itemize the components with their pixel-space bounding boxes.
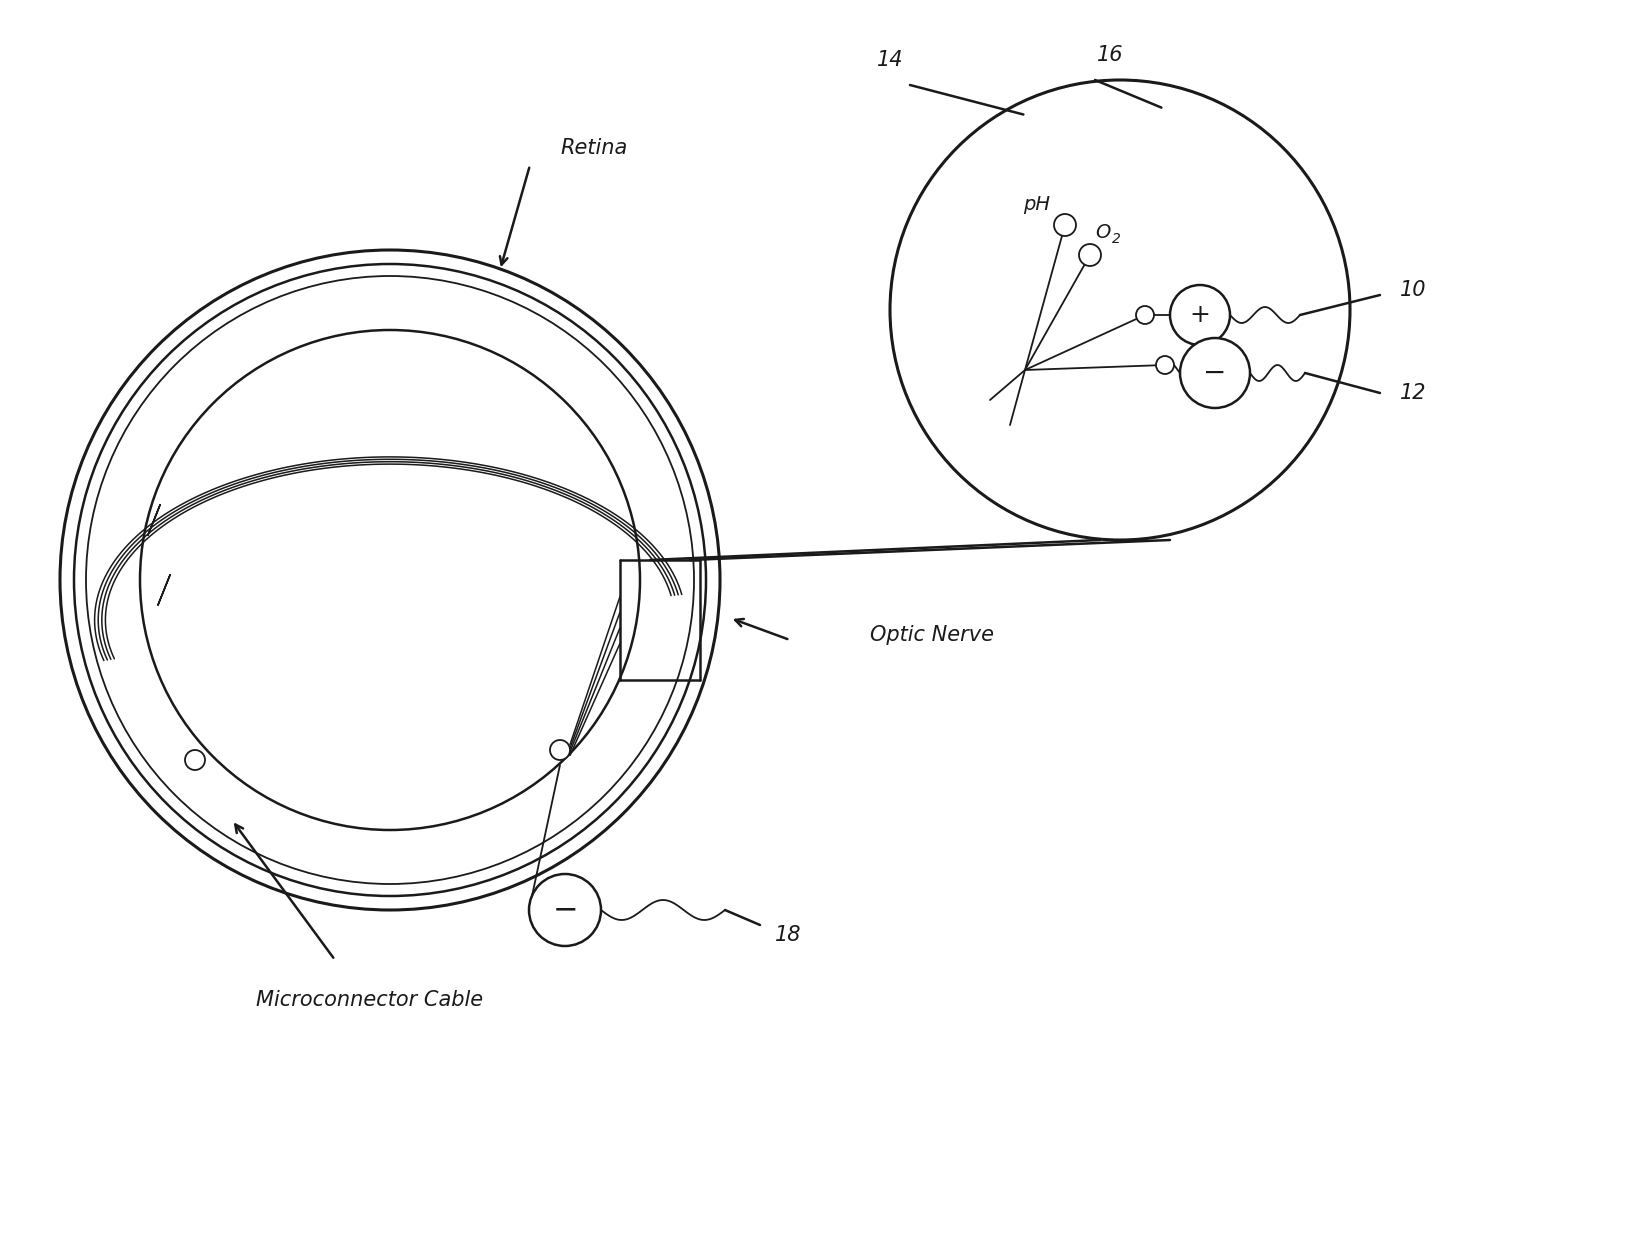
Circle shape bbox=[1055, 215, 1076, 236]
Text: O: O bbox=[1095, 223, 1110, 243]
Circle shape bbox=[1155, 356, 1173, 374]
Text: 16: 16 bbox=[1097, 44, 1123, 65]
Text: 12: 12 bbox=[1401, 383, 1427, 403]
Circle shape bbox=[185, 750, 205, 769]
Text: −: − bbox=[552, 895, 578, 925]
Text: Microconnector Cable: Microconnector Cable bbox=[257, 990, 484, 1010]
Text: 2: 2 bbox=[1112, 232, 1121, 247]
Text: 18: 18 bbox=[775, 925, 801, 944]
Circle shape bbox=[530, 874, 601, 946]
Circle shape bbox=[549, 740, 570, 760]
Circle shape bbox=[1170, 285, 1230, 345]
Text: 14: 14 bbox=[878, 51, 904, 70]
Circle shape bbox=[1180, 338, 1250, 408]
Text: +: + bbox=[1190, 303, 1211, 327]
Text: Optic Nerve: Optic Nerve bbox=[869, 625, 994, 645]
Text: −: − bbox=[1204, 359, 1227, 387]
Text: pH: pH bbox=[1024, 196, 1050, 215]
Circle shape bbox=[1136, 306, 1154, 324]
Text: 10: 10 bbox=[1401, 280, 1427, 300]
Text: Retina: Retina bbox=[561, 138, 627, 158]
Circle shape bbox=[1079, 244, 1102, 266]
